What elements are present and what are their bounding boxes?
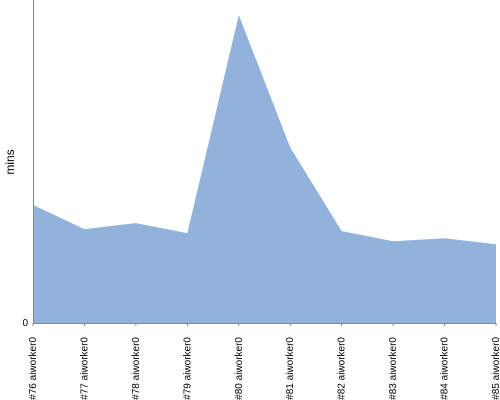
area-layer xyxy=(33,15,496,323)
x-tick-label: #83 aiworker0 xyxy=(388,337,399,400)
x-tick-label: #80 aiworker0 xyxy=(234,337,245,400)
x-tick-label: #79 aiworker0 xyxy=(182,337,193,400)
area-series-0 xyxy=(33,15,496,323)
x-tick-label: #76 aiworker0 xyxy=(28,337,39,400)
y-tick-label: 0 xyxy=(22,318,28,329)
x-tick-label: #78 aiworker0 xyxy=(131,337,142,400)
y-ticks: 0 xyxy=(22,318,28,329)
x-tick-label: #77 aiworker0 xyxy=(79,337,90,400)
x-tick-label: #82 aiworker0 xyxy=(337,337,348,400)
x-tick-label: #84 aiworker0 xyxy=(440,337,451,400)
x-tick-label: #85 aiworker0 xyxy=(491,337,500,400)
y-axis-title: mins xyxy=(3,149,17,174)
x-ticks: #76 aiworker0 #77 aiworker0 #78 aiworker0 #… xyxy=(28,323,500,400)
x-tick-label: #81 aiworker0 xyxy=(285,337,296,400)
